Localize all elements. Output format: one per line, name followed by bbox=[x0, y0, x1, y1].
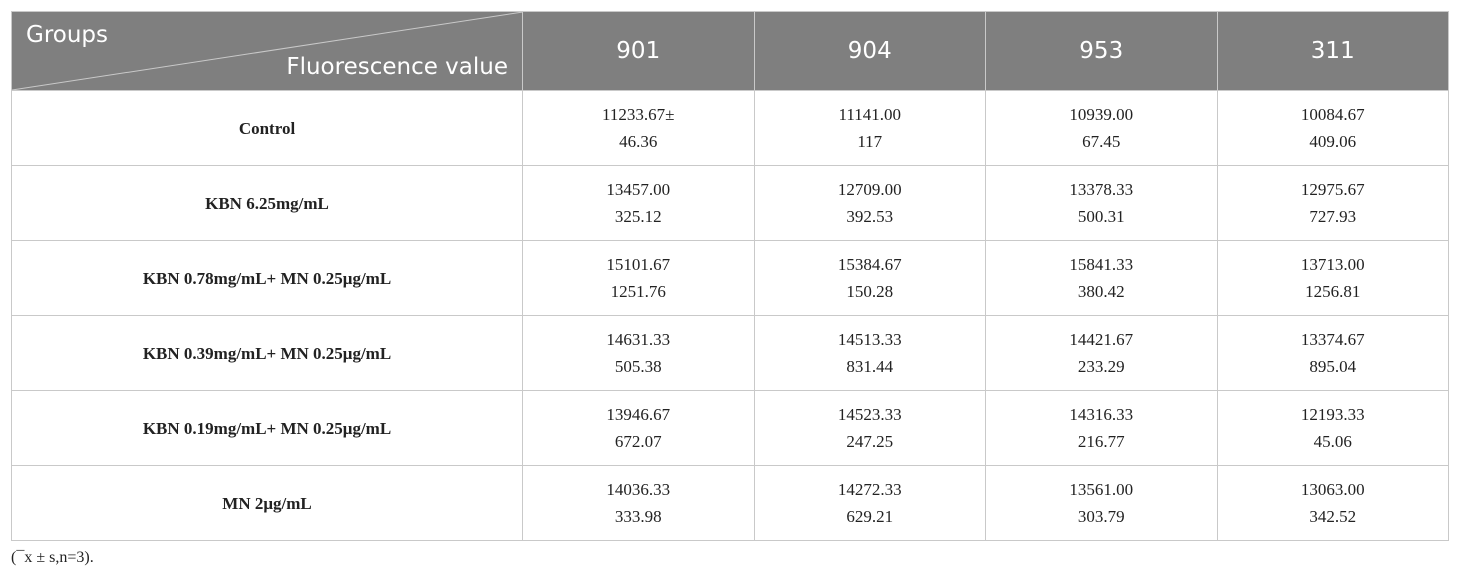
value-cell: 12709.00 392.53 bbox=[753, 165, 986, 241]
value-cell: 13374.67 895.04 bbox=[1216, 315, 1449, 391]
value-cell: 13457.00 325.12 bbox=[522, 165, 755, 241]
cell-line: 1251.76 bbox=[610, 282, 666, 301]
value-cell: 13946.67 672.07 bbox=[522, 390, 755, 466]
cell-line: 216.77 bbox=[1077, 432, 1125, 451]
table-row: MN 2μg/mL 14036.33 333.98 14272.33 629.21 135… bbox=[11, 465, 1449, 541]
group-cell: KBN 6.25mg/mL bbox=[11, 165, 523, 241]
cell-line: 500.31 bbox=[1077, 207, 1125, 226]
cell-line: 45.06 bbox=[1313, 432, 1352, 451]
cell-line: 14513.33 bbox=[837, 330, 902, 349]
value-cell: 13378.33 500.31 bbox=[985, 165, 1218, 241]
cell-line: 831.44 bbox=[846, 357, 894, 376]
cell-line: 380.42 bbox=[1077, 282, 1125, 301]
cell-line: 150.28 bbox=[846, 282, 894, 301]
cell-line: 13378.33 bbox=[1069, 180, 1134, 199]
measure-label: Fluorescence value bbox=[286, 54, 508, 80]
column-header: 904 bbox=[753, 11, 986, 91]
cell-line: 14272.33 bbox=[837, 480, 902, 499]
cell-line: 672.07 bbox=[614, 432, 662, 451]
cell-line: 325.12 bbox=[614, 207, 662, 226]
column-header: 311 bbox=[1216, 11, 1449, 91]
group-cell: MN 2μg/mL bbox=[11, 465, 523, 541]
cell-line: 333.98 bbox=[614, 507, 662, 526]
cell-line: 15384.67 bbox=[837, 255, 902, 274]
cell-line: 12975.67 bbox=[1300, 180, 1365, 199]
table-row: KBN 0.39mg/mL+ MN 0.25μg/mL 14631.33 505.3… bbox=[11, 315, 1449, 391]
cell-line: 117 bbox=[857, 132, 883, 151]
cell-line: 14523.33 bbox=[837, 405, 902, 424]
value-cell: 10084.67 409.06 bbox=[1216, 90, 1449, 166]
cell-line: 727.93 bbox=[1309, 207, 1357, 226]
cell-line: 11141.00 bbox=[838, 105, 902, 124]
cell-line: 14631.33 bbox=[606, 330, 671, 349]
value-cell: 14272.33 629.21 bbox=[753, 465, 986, 541]
value-cell: 14631.33 505.38 bbox=[522, 315, 755, 391]
value-cell: 12193.33 45.06 bbox=[1216, 390, 1449, 466]
value-cell: 13561.00 303.79 bbox=[985, 465, 1218, 541]
value-cell: 12975.67 727.93 bbox=[1216, 165, 1449, 241]
value-cell: 13713.00 1256.81 bbox=[1216, 240, 1449, 316]
table-row: KBN 6.25mg/mL 13457.00 325.12 12709.00 392.5… bbox=[11, 165, 1449, 241]
cell-line: 13063.00 bbox=[1300, 480, 1365, 499]
cell-line: 1256.81 bbox=[1305, 282, 1361, 301]
group-cell: Control bbox=[11, 90, 523, 166]
header-row: Groups Fluorescence value 901 904 953 311 bbox=[11, 11, 1449, 91]
cell-line: 303.79 bbox=[1077, 507, 1125, 526]
data-table: Groups Fluorescence value 901 904 953 311 C… bbox=[11, 11, 1449, 541]
column-header: 901 bbox=[522, 11, 755, 91]
group-cell: KBN 0.78mg/mL+ MN 0.25μg/mL bbox=[11, 240, 523, 316]
cell-line: 247.25 bbox=[846, 432, 894, 451]
value-cell: 14513.33 831.44 bbox=[753, 315, 986, 391]
cell-line: 67.45 bbox=[1082, 132, 1121, 151]
cell-line: 342.52 bbox=[1309, 507, 1357, 526]
cell-line: 15101.67 bbox=[606, 255, 671, 274]
value-cell: 15841.33 380.42 bbox=[985, 240, 1218, 316]
footnote: (¯x ± s,n=3). bbox=[11, 549, 94, 566]
cell-line: 10939.00 bbox=[1069, 105, 1134, 124]
cell-line: 13713.00 bbox=[1300, 255, 1365, 274]
table-body: Control 11233.67± 46.36 11141.00 117 10939.00… bbox=[11, 90, 1449, 541]
cell-line: 629.21 bbox=[846, 507, 894, 526]
cell-line: 392.53 bbox=[846, 207, 894, 226]
value-cell: 14421.67 233.29 bbox=[985, 315, 1218, 391]
cell-line: 15841.33 bbox=[1069, 255, 1134, 274]
value-cell: 13063.00 342.52 bbox=[1216, 465, 1449, 541]
table-row: KBN 0.78mg/mL+ MN 0.25μg/mL 15101.67 1251.… bbox=[11, 240, 1449, 316]
group-cell: KBN 0.39mg/mL+ MN 0.25μg/mL bbox=[11, 315, 523, 391]
cell-line: 13946.67 bbox=[606, 405, 671, 424]
cell-line: 10084.67 bbox=[1300, 105, 1365, 124]
value-cell: 15101.67 1251.76 bbox=[522, 240, 755, 316]
value-cell: 14316.33 216.77 bbox=[985, 390, 1218, 466]
cell-line: 14316.33 bbox=[1069, 405, 1134, 424]
cell-line: 13374.67 bbox=[1300, 330, 1365, 349]
value-cell: 11141.00 117 bbox=[753, 90, 986, 166]
value-cell: 15384.67 150.28 bbox=[753, 240, 986, 316]
cell-line: 13457.00 bbox=[606, 180, 671, 199]
corner-header: Groups Fluorescence value bbox=[11, 11, 523, 91]
cell-line: 12193.33 bbox=[1300, 405, 1365, 424]
group-cell: KBN 0.19mg/mL+ MN 0.25μg/mL bbox=[11, 390, 523, 466]
diagonal bbox=[12, 12, 523, 90]
value-cell: 14523.33 247.25 bbox=[753, 390, 986, 466]
cell-line: 895.04 bbox=[1309, 357, 1357, 376]
cell-line: 12709.00 bbox=[837, 180, 902, 199]
cell-line: 409.06 bbox=[1309, 132, 1357, 151]
groups-label: Groups bbox=[26, 22, 109, 48]
cell-line: 11233.67± bbox=[602, 105, 675, 124]
cell-line: 14036.33 bbox=[606, 480, 671, 499]
column-header: 953 bbox=[985, 11, 1218, 91]
table-row: Control 11233.67± 46.36 11141.00 117 10939.00… bbox=[11, 90, 1449, 166]
value-cell: 14036.33 333.98 bbox=[522, 465, 755, 541]
cell-line: 14421.67 bbox=[1069, 330, 1134, 349]
value-cell: 10939.00 67.45 bbox=[985, 90, 1218, 166]
value-cell: 11233.67± 46.36 bbox=[522, 90, 755, 166]
cell-line: 46.36 bbox=[619, 132, 658, 151]
cell-line: 505.38 bbox=[614, 357, 662, 376]
cell-line: 13561.00 bbox=[1069, 480, 1134, 499]
table-row: KBN 0.19mg/mL+ MN 0.25μg/mL 13946.67 672.0… bbox=[11, 390, 1449, 466]
cell-line: 233.29 bbox=[1077, 357, 1125, 376]
